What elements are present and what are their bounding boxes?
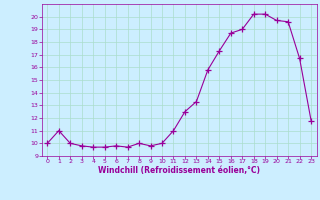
X-axis label: Windchill (Refroidissement éolien,°C): Windchill (Refroidissement éolien,°C) bbox=[98, 166, 260, 175]
